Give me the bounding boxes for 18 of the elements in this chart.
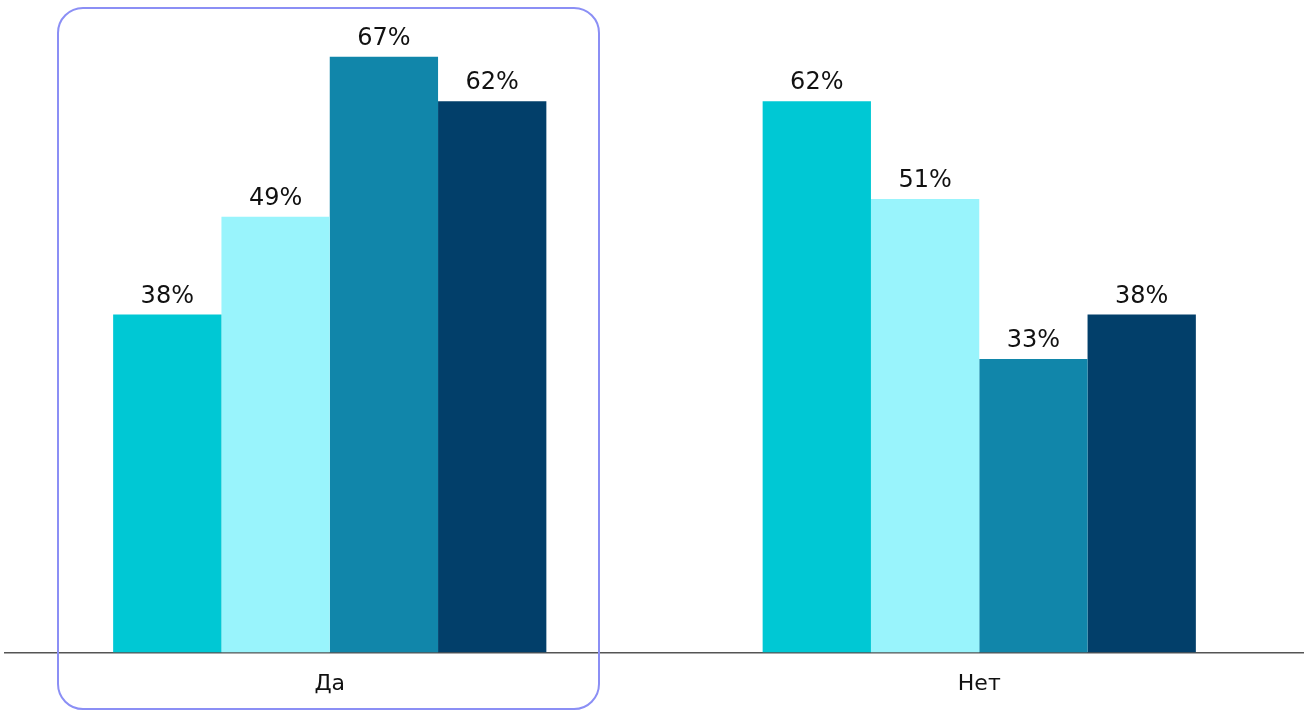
data-label: 62% xyxy=(790,67,844,96)
data-label: 62% xyxy=(465,67,519,96)
data-label: 38% xyxy=(140,280,194,309)
bar xyxy=(438,101,547,653)
data-label: 51% xyxy=(898,165,952,194)
bar xyxy=(762,101,871,653)
bar xyxy=(113,314,222,653)
bar xyxy=(221,216,330,653)
x-tick-label: Нет xyxy=(957,669,1001,695)
bar xyxy=(329,56,439,653)
x-tick-label: Да xyxy=(314,669,346,695)
data-label: 67% xyxy=(357,22,411,51)
data-label: 33% xyxy=(1006,325,1061,354)
bar xyxy=(1087,314,1196,653)
data-label: 38% xyxy=(1115,280,1169,309)
bar xyxy=(979,359,1088,653)
bar xyxy=(870,198,980,653)
data-label: 49% xyxy=(248,183,303,212)
